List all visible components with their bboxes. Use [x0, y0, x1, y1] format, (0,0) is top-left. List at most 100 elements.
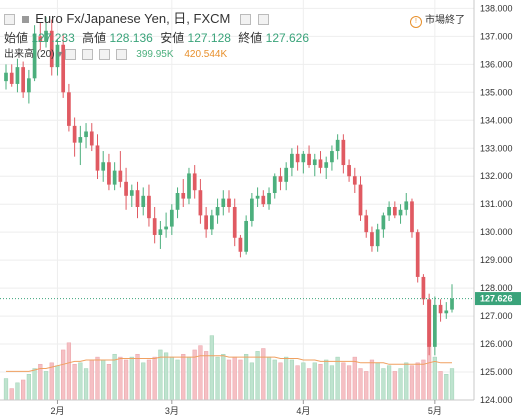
candle [427, 293, 431, 356]
clock-icon: ! [410, 16, 422, 28]
y-tick-label: 130.000 [480, 227, 513, 237]
candle [301, 151, 306, 174]
candle [124, 167, 128, 210]
volume-bar [3, 378, 9, 401]
candle [324, 156, 329, 180]
candle [204, 206, 208, 238]
candle [398, 204, 403, 224]
candle [450, 284, 454, 313]
candle [267, 187, 271, 210]
y-tick-label: 137.000 [480, 31, 513, 41]
close-label: 終値 [238, 31, 263, 45]
candle [141, 187, 146, 216]
volume-bar [369, 359, 375, 401]
candle [444, 302, 449, 319]
volume-bar [335, 356, 340, 401]
candle [72, 117, 77, 157]
volume-bar [135, 353, 140, 401]
volume-bar [438, 371, 443, 401]
volume-bar [106, 364, 112, 401]
candle [9, 64, 14, 87]
chart-title: Euro Fx/Japanese Yen, 日, FXCM [35, 11, 231, 26]
settings-icon[interactable] [81, 48, 93, 60]
volume-bar [358, 368, 363, 401]
market-status-text: 市場終了 [425, 15, 465, 26]
volume-bar [186, 356, 192, 401]
candle [278, 167, 283, 191]
candle [164, 212, 168, 238]
candle [312, 153, 317, 177]
volume-bar [101, 359, 106, 401]
volume-bar [238, 359, 243, 401]
volume-bar [421, 359, 426, 401]
collapse-icon[interactable] [4, 14, 15, 26]
candle [244, 215, 249, 255]
settings-icon[interactable] [239, 14, 251, 26]
volume-bar [83, 368, 89, 401]
x-tick-label: 2月 [50, 406, 64, 416]
y-tick-label: 124.000 [480, 395, 513, 405]
volume-bar [89, 359, 94, 401]
volume-bar [175, 359, 180, 401]
candle [438, 299, 443, 322]
candle [421, 274, 426, 305]
volume-bar [152, 356, 157, 401]
volume-bar [301, 362, 306, 401]
volume-bar [398, 368, 403, 401]
y-tick-label: 133.000 [480, 143, 513, 153]
candle [432, 296, 437, 356]
volume-bar [318, 364, 323, 401]
candle [415, 229, 420, 283]
volume-bar [21, 379, 26, 401]
candle [250, 193, 254, 227]
candle [152, 206, 157, 244]
candle [112, 162, 117, 191]
last-price-label: 127.626 [480, 294, 513, 304]
volume-bar [198, 345, 203, 401]
candle [44, 16, 48, 48]
volume-value: 399.95K [136, 49, 174, 60]
volume-bar [404, 362, 409, 401]
volume-bar [284, 356, 289, 401]
candle [198, 179, 203, 224]
volume-bar [272, 359, 277, 401]
candle [135, 181, 140, 219]
candle [330, 145, 334, 171]
candle [187, 167, 191, 205]
volume-bar [38, 364, 43, 401]
volume-bar [375, 362, 380, 401]
candle [147, 184, 151, 227]
volume-bar [26, 374, 31, 401]
y-tick-label: 125.000 [480, 367, 513, 377]
volume-bar [181, 353, 186, 401]
hide-icon[interactable] [257, 14, 269, 26]
plus-icon[interactable] [98, 48, 110, 60]
volume-bar [341, 362, 346, 401]
close-icon[interactable] [115, 48, 127, 60]
volume-bar [329, 365, 335, 401]
candle [238, 234, 243, 258]
y-tick-label: 135.000 [480, 87, 513, 97]
candle [341, 134, 346, 174]
volume-bar [123, 359, 129, 401]
candle [175, 187, 180, 219]
y-tick-label: 127.000 [480, 311, 513, 321]
candle [335, 134, 340, 160]
eye-icon[interactable] [65, 48, 77, 60]
y-tick-label: 129.000 [480, 255, 513, 265]
candle [158, 220, 163, 249]
volume-ma-line [6, 355, 452, 372]
candle [215, 198, 220, 224]
candle [55, 39, 60, 76]
chevron-down-icon[interactable]: ▾ [57, 49, 63, 60]
volume-bar [346, 365, 352, 401]
candle [209, 209, 214, 235]
volume-bar [169, 356, 174, 401]
candle [95, 134, 100, 180]
low-label: 安値 [160, 31, 185, 45]
candle [32, 25, 37, 82]
candle [101, 151, 106, 182]
volume-label: 出来高 (20) [4, 49, 55, 60]
candle [364, 209, 369, 238]
